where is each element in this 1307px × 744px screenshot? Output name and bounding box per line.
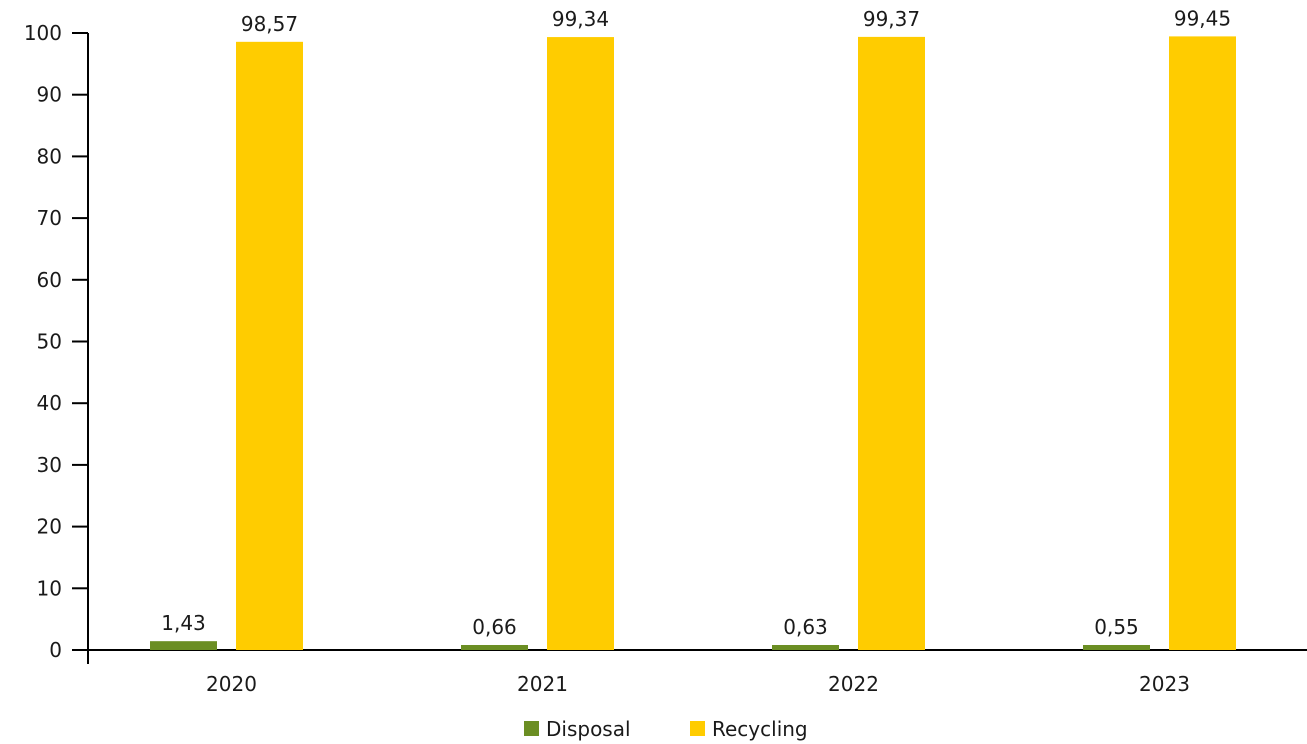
data-label-recycling: 98,57	[241, 12, 298, 36]
data-label-disposal: 0,66	[472, 615, 517, 639]
data-label-disposal: 0,55	[1094, 615, 1139, 639]
y-tick-label: 10	[37, 576, 62, 600]
legend-label-recycling: Recycling	[712, 717, 808, 741]
legend-label-disposal: Disposal	[546, 717, 631, 741]
x-category-label: 2021	[517, 672, 568, 696]
y-tick-label: 60	[37, 268, 62, 292]
bar-recycling	[858, 36, 925, 651]
y-tick-label: 0	[49, 638, 62, 662]
y-tick-label: 80	[37, 144, 62, 168]
x-axis: 2020 2021 2022 2023	[88, 649, 1307, 696]
legend: Disposal Recycling	[524, 717, 808, 741]
x-category-label: 2020	[206, 672, 257, 696]
y-tick-label: 50	[37, 330, 62, 354]
data-label-recycling: 99,37	[863, 7, 920, 31]
y-axis: 0 10 20 30 40 50 60 70 80 90 100	[24, 21, 89, 664]
y-tick-label: 90	[37, 83, 62, 107]
data-label-disposal: 0,63	[783, 615, 828, 639]
legend-swatch-disposal	[524, 721, 539, 736]
bars	[150, 36, 1236, 651]
bar-disposal	[461, 645, 528, 650]
bar-disposal	[150, 641, 217, 650]
y-tick-label: 30	[37, 453, 62, 477]
data-label-recycling: 99,34	[552, 7, 609, 31]
x-category-label: 2023	[1139, 672, 1190, 696]
x-category-label: 2022	[828, 672, 879, 696]
legend-swatch-recycling	[690, 721, 705, 736]
bar-disposal	[1083, 645, 1150, 650]
y-tick-label: 40	[37, 391, 62, 415]
bar-recycling	[1169, 36, 1236, 651]
data-label-recycling: 99,45	[1174, 6, 1231, 30]
y-tick-label: 20	[37, 515, 62, 539]
data-label-disposal: 1,43	[161, 611, 206, 635]
bar-recycling	[547, 37, 614, 650]
bar-recycling	[236, 41, 303, 650]
data-labels: 1,43 98,57 0,66 99,34 0,63 99,37 0,55 99,45	[161, 6, 1231, 639]
bar-disposal	[772, 645, 839, 650]
y-tick-label: 100	[24, 21, 62, 45]
y-tick-label: 70	[37, 206, 62, 230]
